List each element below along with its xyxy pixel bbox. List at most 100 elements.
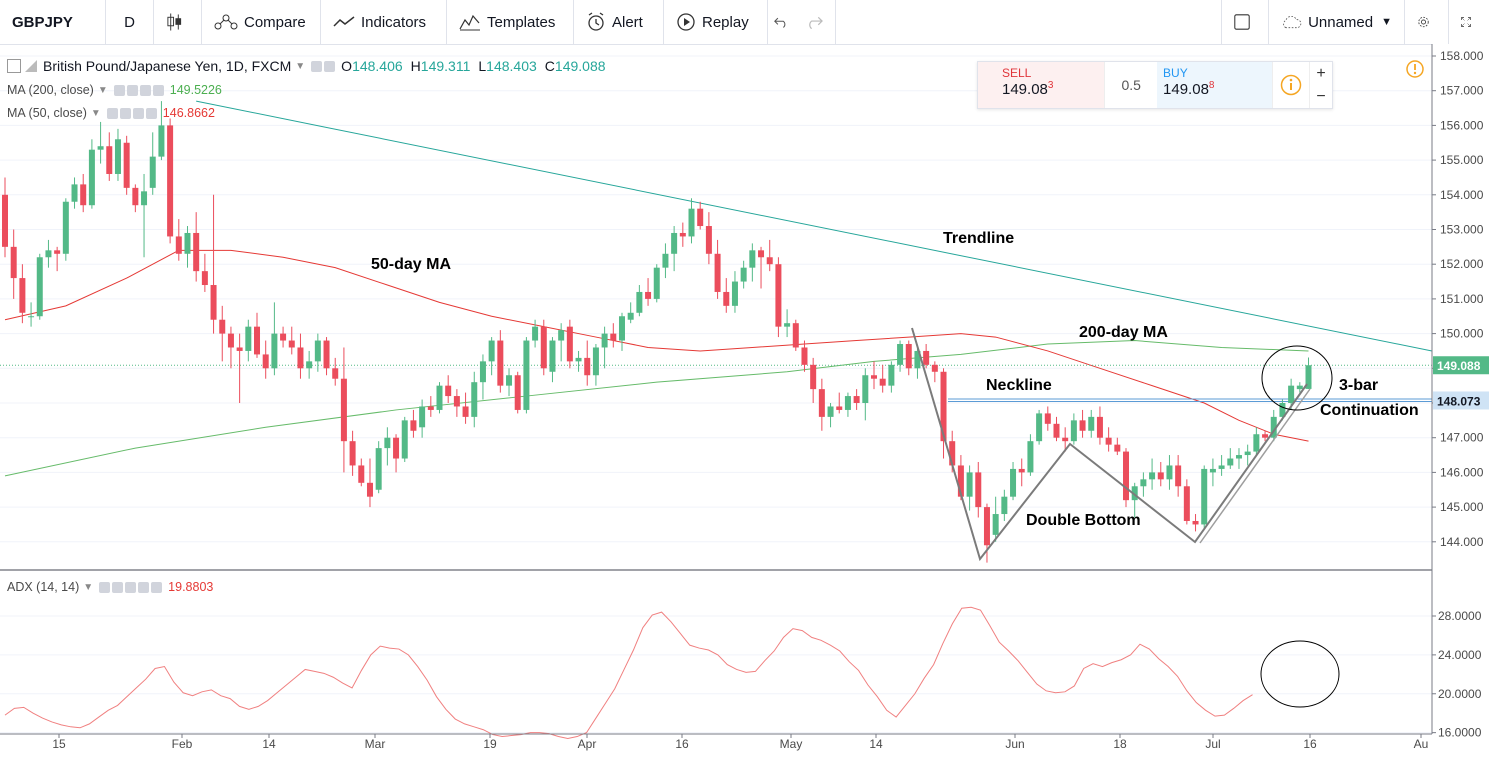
candle-body — [506, 375, 513, 386]
templates-button[interactable]: Templates — [447, 0, 574, 44]
time-tick-label: Mar — [365, 737, 386, 751]
legend-tools[interactable] — [311, 60, 336, 72]
three-bar-annotation: 3-bar — [1339, 377, 1379, 394]
candle-body — [80, 184, 87, 206]
candle-body — [366, 482, 373, 497]
adx-path — [4, 606, 1253, 739]
fullscreen-select-button[interactable] — [1221, 0, 1269, 44]
candle-body — [1018, 468, 1025, 473]
info-button[interactable] — [1272, 62, 1309, 108]
candle-body — [280, 333, 287, 341]
chart-area[interactable]: 158.000 157.000 156.000 155.000 154.000 153.0… — [0, 44, 1489, 754]
double-bottom-annotation: Double Bottom — [1026, 512, 1141, 529]
compare-label: Compare — [244, 13, 306, 31]
candle-body — [488, 340, 495, 362]
candle-body — [419, 406, 426, 428]
alert-button[interactable]: Alert — [574, 0, 664, 44]
templates-icon — [459, 14, 480, 31]
candle-body — [983, 507, 990, 546]
buy-button[interactable]: BUY 149.088 — [1157, 62, 1273, 108]
undo-button[interactable] — [768, 0, 800, 44]
time-tick-label: 18 — [1113, 737, 1127, 751]
ma200-line — [4, 340, 1309, 477]
close-value: 149.088 — [554, 58, 606, 74]
replay-button[interactable]: Replay — [664, 0, 768, 44]
candle-body — [288, 340, 295, 348]
replay-label: Replay — [702, 13, 749, 31]
candle-body — [1114, 444, 1121, 452]
warning-icon[interactable] — [1405, 59, 1425, 79]
time-tick-label: 19 — [483, 737, 497, 751]
open-label: O — [341, 58, 353, 74]
candle-body — [914, 350, 921, 369]
adx-line — [4, 606, 1253, 739]
time-tick-label: 15 — [52, 737, 66, 751]
plus-icon[interactable]: + — [1316, 64, 1326, 82]
candle-body — [28, 316, 35, 318]
candle-body — [949, 441, 956, 466]
symbol-search-button[interactable]: GBPJPY — [0, 0, 106, 44]
candle-body — [97, 146, 104, 150]
time-tick-label: 16 — [675, 737, 689, 751]
candle-body — [801, 347, 808, 365]
candle-body — [853, 396, 860, 403]
settings-button[interactable] — [1405, 0, 1449, 44]
ma50-label: MA (50, close) — [7, 106, 87, 120]
compare-button[interactable]: Compare — [202, 0, 321, 44]
top-toolbar: GBPJPY D Compare Indicators Templates Al… — [0, 0, 1489, 45]
alarm-clock-icon — [588, 12, 604, 31]
candle-body — [1201, 468, 1208, 525]
adx-tick-label: 16.0000 — [1438, 726, 1482, 740]
interval-button[interactable]: D — [106, 0, 154, 44]
candle-body — [227, 333, 234, 348]
indicators-button[interactable]: Indicators — [321, 0, 447, 44]
neckline-annotation: Neckline — [986, 377, 1052, 394]
price-tick-label: 154.000 — [1440, 188, 1484, 202]
candle-body — [306, 361, 313, 369]
collapse-icon[interactable] — [7, 59, 21, 73]
sell-button[interactable]: SELL 149.083 — [978, 62, 1106, 108]
legend-tools[interactable] — [113, 84, 164, 96]
trendline-annotation: Trendline — [943, 230, 1015, 247]
fullscreen-button[interactable] — [1449, 0, 1489, 44]
candle-body — [401, 420, 408, 459]
neckline-tag-bg — [1433, 391, 1489, 410]
candle-body — [592, 347, 599, 376]
trendline — [0, 100, 1433, 402]
chart-style-button[interactable] — [154, 0, 202, 44]
candle-body — [1105, 437, 1112, 445]
adx-highlight-circle — [1260, 640, 1340, 708]
chevron-down-icon[interactable]: ▼ — [83, 581, 94, 593]
chevron-down-icon[interactable]: ▼ — [295, 60, 306, 72]
candle-body — [723, 291, 730, 306]
candle-body — [1131, 486, 1138, 501]
trendline-path — [196, 100, 1433, 352]
candle-body — [219, 319, 226, 334]
legend-tools[interactable] — [99, 581, 163, 593]
candle-body — [688, 208, 695, 237]
candle-body — [479, 361, 486, 383]
price-chart[interactable]: 158.000 157.000 156.000 155.000 154.000 153.0… — [0, 44, 1489, 754]
layout-name: Unnamed — [1308, 13, 1374, 31]
candle-body — [410, 420, 417, 431]
candle-body — [871, 375, 877, 379]
indicators-icon — [333, 16, 355, 27]
candle-body — [758, 250, 765, 258]
candle-body — [445, 385, 452, 397]
close-label: C — [544, 58, 555, 74]
indicators-label: Indicators — [361, 13, 427, 31]
redo-button[interactable] — [800, 0, 836, 44]
candle-body — [610, 333, 617, 341]
layout-menu-button[interactable]: Unnamed ▼ — [1269, 0, 1405, 44]
legend-tools[interactable] — [106, 107, 157, 119]
cloud-icon — [1283, 15, 1302, 29]
candle-body — [1053, 423, 1060, 438]
redo-icon — [809, 16, 823, 29]
candle-body — [1027, 441, 1034, 473]
minus-icon[interactable]: − — [1316, 87, 1326, 105]
chevron-down-icon[interactable]: ▼ — [97, 84, 108, 96]
ma50-legend: MA (50, close) ▼ 146.8662 — [7, 106, 215, 120]
chevron-down-icon[interactable]: ▼ — [90, 107, 101, 119]
candle-body — [1305, 365, 1312, 389]
candle-body — [897, 344, 904, 365]
